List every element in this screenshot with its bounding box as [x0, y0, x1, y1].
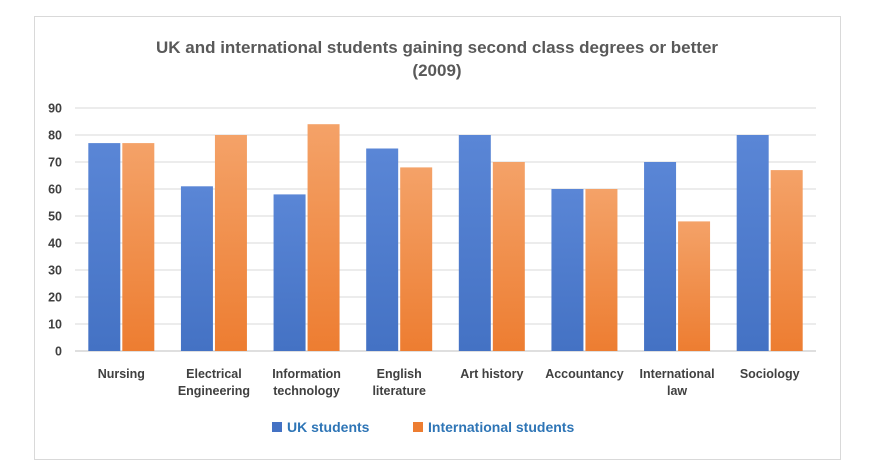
x-category-label: law: [667, 384, 687, 398]
chart-title-line: (2009): [412, 61, 461, 80]
legend: UK students International students: [272, 419, 574, 435]
y-tick-label: 10: [48, 318, 62, 332]
international-students-bar: [678, 221, 711, 351]
y-tick-label: 30: [48, 264, 62, 278]
x-category-label: technology: [273, 384, 340, 398]
y-tick-label: 50: [48, 210, 62, 224]
uk-students-bar: [273, 194, 306, 351]
international-students-bar: [214, 135, 247, 351]
international-students-bar: [122, 143, 155, 351]
x-category-label: Nursing: [98, 367, 145, 381]
bars: [88, 124, 803, 351]
legend-swatch: [413, 422, 423, 432]
x-category-label: International: [640, 367, 715, 381]
international-students-bar: [307, 124, 340, 351]
x-category-label: Engineering: [178, 384, 250, 398]
x-category-label: literature: [372, 384, 426, 398]
x-category-label: Information: [272, 367, 341, 381]
x-category-label: English: [377, 367, 422, 381]
uk-students-bar: [366, 148, 399, 351]
x-category-label: Accountancy: [545, 367, 624, 381]
legend-label: International students: [428, 419, 574, 435]
legend-label: UK students: [287, 419, 370, 435]
y-axis-ticks: 0 10 20 30 40 50 60 70 80 90: [48, 102, 62, 359]
x-category-label: Art history: [460, 367, 523, 381]
uk-students-bar: [736, 135, 769, 351]
y-tick-label: 20: [48, 291, 62, 305]
x-category-label: Sociology: [740, 367, 800, 381]
uk-students-bar: [644, 162, 677, 351]
chart-title-line: UK and international students gaining se…: [156, 38, 718, 57]
uk-students-bar: [458, 135, 491, 351]
y-tick-label: 40: [48, 237, 62, 251]
international-students-bar: [492, 162, 525, 351]
y-tick-label: 60: [48, 183, 62, 197]
y-tick-label: 0: [55, 345, 62, 359]
chart-title: UK and international students gaining se…: [156, 38, 718, 80]
uk-students-bar: [551, 189, 584, 351]
international-students-bar: [400, 167, 433, 351]
y-tick-label: 70: [48, 156, 62, 170]
uk-students-bar: [180, 186, 213, 351]
y-tick-label: 90: [48, 102, 62, 116]
international-students-bar: [585, 189, 618, 351]
x-category-label: Electrical: [186, 367, 242, 381]
x-axis-categories: Nursing Electrical Engineering Information t…: [98, 367, 800, 398]
legend-swatch: [272, 422, 282, 432]
international-students-bar: [770, 170, 803, 351]
uk-students-bar: [88, 143, 121, 351]
y-tick-label: 80: [48, 129, 62, 143]
